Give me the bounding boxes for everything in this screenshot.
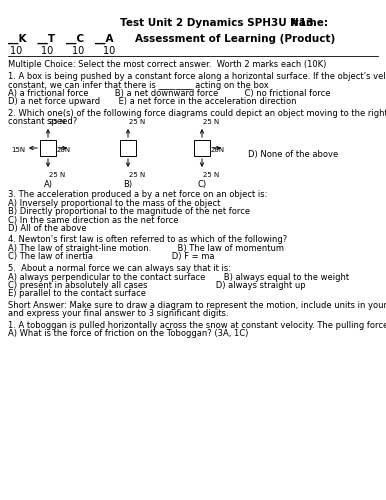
Text: 20N: 20N [57, 147, 71, 153]
Text: Assessment of Learning (Product): Assessment of Learning (Product) [135, 34, 335, 44]
Text: 15N: 15N [11, 147, 25, 153]
Text: 25 N: 25 N [129, 119, 145, 125]
Text: 25 N: 25 N [203, 172, 219, 178]
Bar [194, 140, 210, 156]
Text: 25 N: 25 N [129, 172, 145, 178]
Text: A) always perpendicular to the contact surface       B) always equal to the weig: A) always perpendicular to the contact s… [8, 272, 349, 281]
Text: Test Unit 2 Dynamics SPH3U #13: Test Unit 2 Dynamics SPH3U #13 [120, 18, 313, 28]
Text: 2. Which one(s) of the following force diagrams could depict an object moving to: 2. Which one(s) of the following force d… [8, 109, 386, 118]
Text: 4. Newton’s first law is often referred to as which of the following?: 4. Newton’s first law is often referred … [8, 236, 287, 244]
Text: 1. A box is being pushed by a constant force along a horizontal surface. If the : 1. A box is being pushed by a constant f… [8, 72, 386, 81]
Text: E) parallel to the contact surface: E) parallel to the contact surface [8, 290, 146, 298]
Text: A) What is the force of friction on the Toboggan? (3A, 1C): A) What is the force of friction on the … [8, 330, 248, 338]
Text: C) In the same direction as the net force: C) In the same direction as the net forc… [8, 216, 178, 224]
Text: and express your final answer to 3 significant digits.: and express your final answer to 3 signi… [8, 310, 229, 318]
Text: C) present in absolutely all cases                          D) always straight u: C) present in absolutely all cases D) al… [8, 281, 306, 290]
Text: 20N: 20N [211, 147, 225, 153]
Text: 5.  About a normal force we can always say that it is:: 5. About a normal force we can always sa… [8, 264, 231, 273]
Text: A): A) [44, 180, 52, 189]
Text: 25 N: 25 N [49, 172, 65, 178]
Text: constant, we can infer that there is ________ acting on the box: constant, we can infer that there is ___… [8, 80, 269, 90]
Text: D) All of the above: D) All of the above [8, 224, 86, 233]
Text: Name:: Name: [290, 18, 328, 28]
Bar [120, 140, 136, 156]
Text: D) None of the above: D) None of the above [248, 150, 338, 159]
Text: constant speed?: constant speed? [8, 118, 77, 126]
Text: Short Answer: Make sure to draw a diagram to represent the motion, include units: Short Answer: Make sure to draw a diagra… [8, 301, 386, 310]
Text: C): C) [197, 180, 207, 189]
Text: 1. A toboggan is pulled horizontally across the snow at constant velocity. The p: 1. A toboggan is pulled horizontally acr… [8, 321, 386, 330]
Text: D) a net force upward       E) a net force in the acceleration direction: D) a net force upward E) a net force in … [8, 98, 296, 106]
Text: A) a frictional force          B) a net downward force          C) no frictional: A) a frictional force B) a net downward … [8, 89, 330, 98]
Text: A) Inversely proportional to the mass of the object: A) Inversely proportional to the mass of… [8, 198, 220, 207]
Text: A) The law of straight-line motion.          B) The law of momentum: A) The law of straight-line motion. B) T… [8, 244, 284, 253]
Text: C) The law of inertia                              D) F = ma: C) The law of inertia D) F = ma [8, 252, 215, 262]
Text: B): B) [124, 180, 132, 189]
Text: __K   __T   __C   __A: __K __T __C __A [8, 34, 113, 44]
Text: 25 N: 25 N [203, 119, 219, 125]
Text: 3. The acceleration produced a by a net force on an object is:: 3. The acceleration produced a by a net … [8, 190, 267, 199]
Bar [40, 140, 56, 156]
Text: 25 N: 25 N [49, 119, 65, 125]
Text: 10      10      10      10: 10 10 10 10 [10, 46, 115, 56]
Text: B) Directly proportional to the magnitude of the net force: B) Directly proportional to the magnitud… [8, 207, 250, 216]
Text: Multiple Choice: Select the most correct answer.  Worth 2 marks each (10K): Multiple Choice: Select the most correct… [8, 60, 327, 69]
